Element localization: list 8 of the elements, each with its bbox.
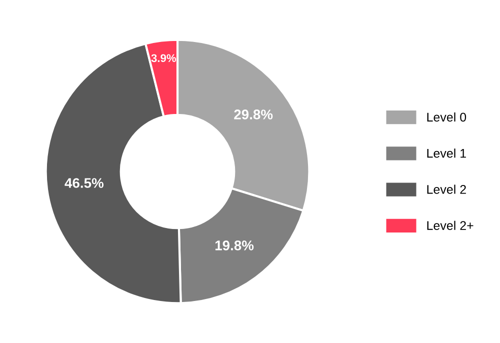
legend-label: Level 2+ — [427, 220, 474, 230]
legend-label: Level 2 — [427, 184, 466, 194]
legend-label: Level 1 — [427, 148, 466, 158]
data-label: 19.8% — [215, 240, 254, 250]
data-label: 3.9% — [151, 54, 176, 62]
data-label: 29.8% — [234, 110, 273, 120]
data-label: 46.5% — [64, 178, 104, 188]
legend-label: Level 0 — [427, 112, 466, 122]
